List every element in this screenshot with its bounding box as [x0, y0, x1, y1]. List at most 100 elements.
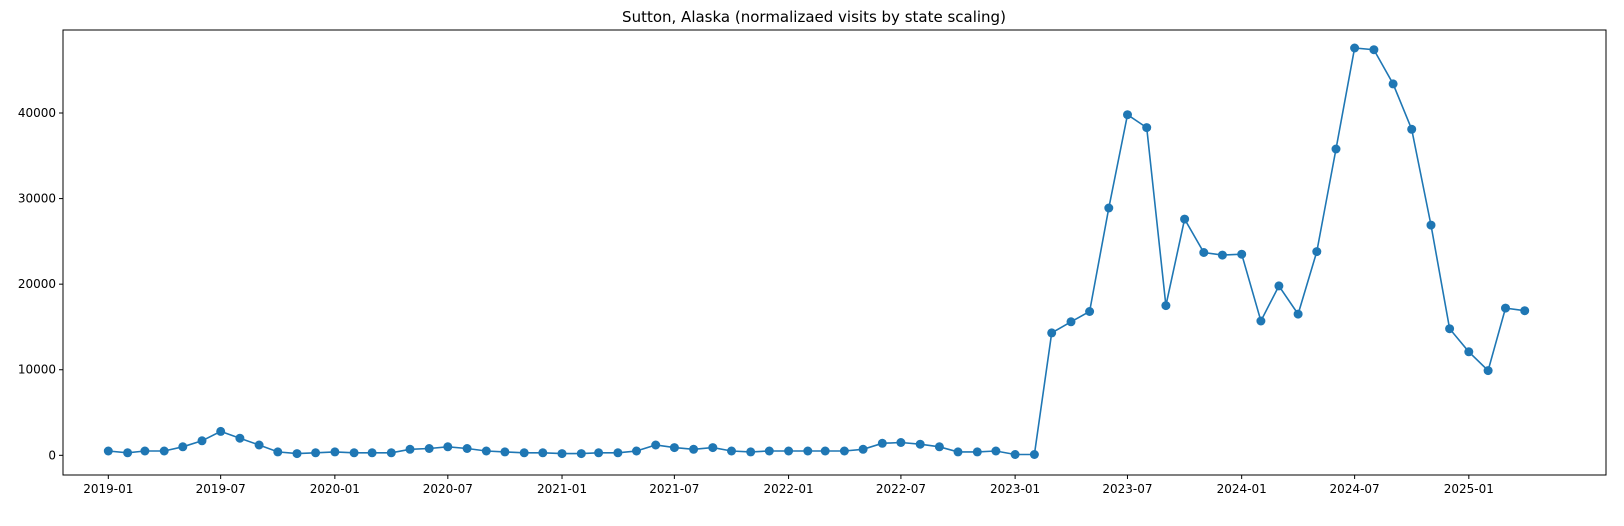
data-point	[689, 444, 699, 454]
data-point	[803, 446, 813, 456]
data-point	[367, 448, 377, 458]
data-point	[972, 447, 982, 457]
data-point	[1047, 328, 1057, 338]
data-point	[576, 449, 586, 459]
data-point	[1483, 366, 1493, 376]
data-point	[1161, 301, 1171, 311]
data-point	[481, 446, 491, 456]
data-point	[443, 442, 453, 452]
data-point	[424, 444, 434, 453]
x-tick-label: 2020-07	[423, 482, 473, 496]
data-point	[727, 446, 736, 456]
data-point	[877, 438, 887, 448]
x-tick-label: 2023-01	[990, 482, 1040, 496]
data-point	[1350, 43, 1360, 53]
data-point	[1369, 45, 1379, 55]
data-point	[462, 444, 472, 453]
data-point	[1312, 247, 1322, 257]
data-point	[1142, 123, 1152, 133]
data-point	[1217, 250, 1227, 260]
data-point	[839, 446, 849, 456]
data-point	[1520, 306, 1530, 316]
y-tick-label: 30000	[18, 192, 56, 206]
data-point	[934, 442, 944, 452]
data-point	[500, 447, 510, 457]
x-tick-label: 2022-07	[876, 482, 926, 496]
x-axis: 2019-01 2019-07 2020-01 2020-07 2021-01 2021-…	[83, 475, 1494, 496]
data-point	[1066, 317, 1076, 327]
series-line	[108, 47, 1525, 456]
data-point	[784, 446, 794, 456]
data-point	[386, 448, 396, 458]
data-point	[1123, 110, 1132, 120]
x-tick-label: 2021-01	[537, 482, 587, 496]
axes-frame	[62, 29, 1607, 476]
data-point	[1331, 144, 1341, 154]
data-point	[632, 446, 641, 456]
data-point	[123, 448, 133, 458]
data-point	[896, 438, 906, 447]
data-point	[708, 443, 718, 453]
data-point	[1388, 79, 1398, 89]
data-point	[1085, 307, 1095, 316]
x-tick-label: 2025-01	[1444, 482, 1494, 496]
data-point	[254, 440, 264, 450]
y-tick-label: 40000	[18, 106, 56, 120]
y-tick-label: 0	[48, 448, 56, 462]
y-tick-label: 10000	[18, 363, 56, 377]
data-point	[669, 443, 679, 453]
data-point	[1029, 450, 1039, 459]
data-point	[159, 446, 169, 456]
data-point	[613, 448, 623, 458]
plot-area	[103, 43, 1530, 459]
data-point	[1426, 220, 1436, 230]
x-tick-label: 2020-01	[310, 482, 360, 496]
data-point	[820, 446, 830, 456]
data-point	[311, 448, 321, 458]
data-point	[557, 449, 567, 459]
chart-title: Sutton, Alaska (normalizaed visits by st…	[622, 8, 1006, 26]
data-point	[915, 439, 925, 449]
data-point	[1407, 124, 1417, 134]
data-point	[519, 448, 529, 458]
data-point	[178, 442, 188, 452]
x-tick-label: 2024-01	[1217, 482, 1267, 496]
data-point	[216, 426, 226, 436]
x-tick-label: 2024-07	[1330, 482, 1380, 496]
data-point	[1180, 214, 1190, 224]
data-point	[103, 446, 113, 456]
y-tick-label: 20000	[18, 277, 56, 291]
data-point	[197, 436, 207, 446]
data-point	[594, 448, 604, 458]
data-point	[1501, 303, 1510, 313]
data-point	[349, 448, 359, 458]
data-point	[1256, 316, 1266, 326]
data-point	[1274, 281, 1284, 291]
x-tick-label: 2021-07	[649, 482, 699, 496]
data-point	[538, 448, 548, 458]
x-tick-label: 2022-01	[763, 482, 813, 496]
y-axis: 0 10000 20000 30000 40000	[18, 106, 63, 462]
data-point	[953, 447, 963, 457]
data-point	[1010, 450, 1020, 459]
data-point	[235, 433, 245, 443]
x-tick-label: 2019-07	[196, 482, 246, 496]
data-point	[1199, 248, 1209, 257]
data-point	[292, 449, 302, 459]
data-point	[1104, 203, 1114, 213]
data-point	[1464, 347, 1474, 357]
data-point	[1445, 324, 1455, 334]
data-point	[746, 447, 756, 457]
x-tick-label: 2023-07	[1102, 482, 1152, 496]
data-point	[140, 446, 150, 456]
data-point	[858, 444, 868, 454]
data-point	[273, 447, 283, 457]
x-tick-label: 2019-01	[83, 482, 133, 496]
data-point	[651, 440, 661, 450]
data-point	[405, 444, 415, 454]
data-point	[1293, 309, 1303, 319]
data-point	[330, 447, 340, 457]
data-point	[764, 446, 774, 456]
data-point	[1237, 249, 1247, 259]
